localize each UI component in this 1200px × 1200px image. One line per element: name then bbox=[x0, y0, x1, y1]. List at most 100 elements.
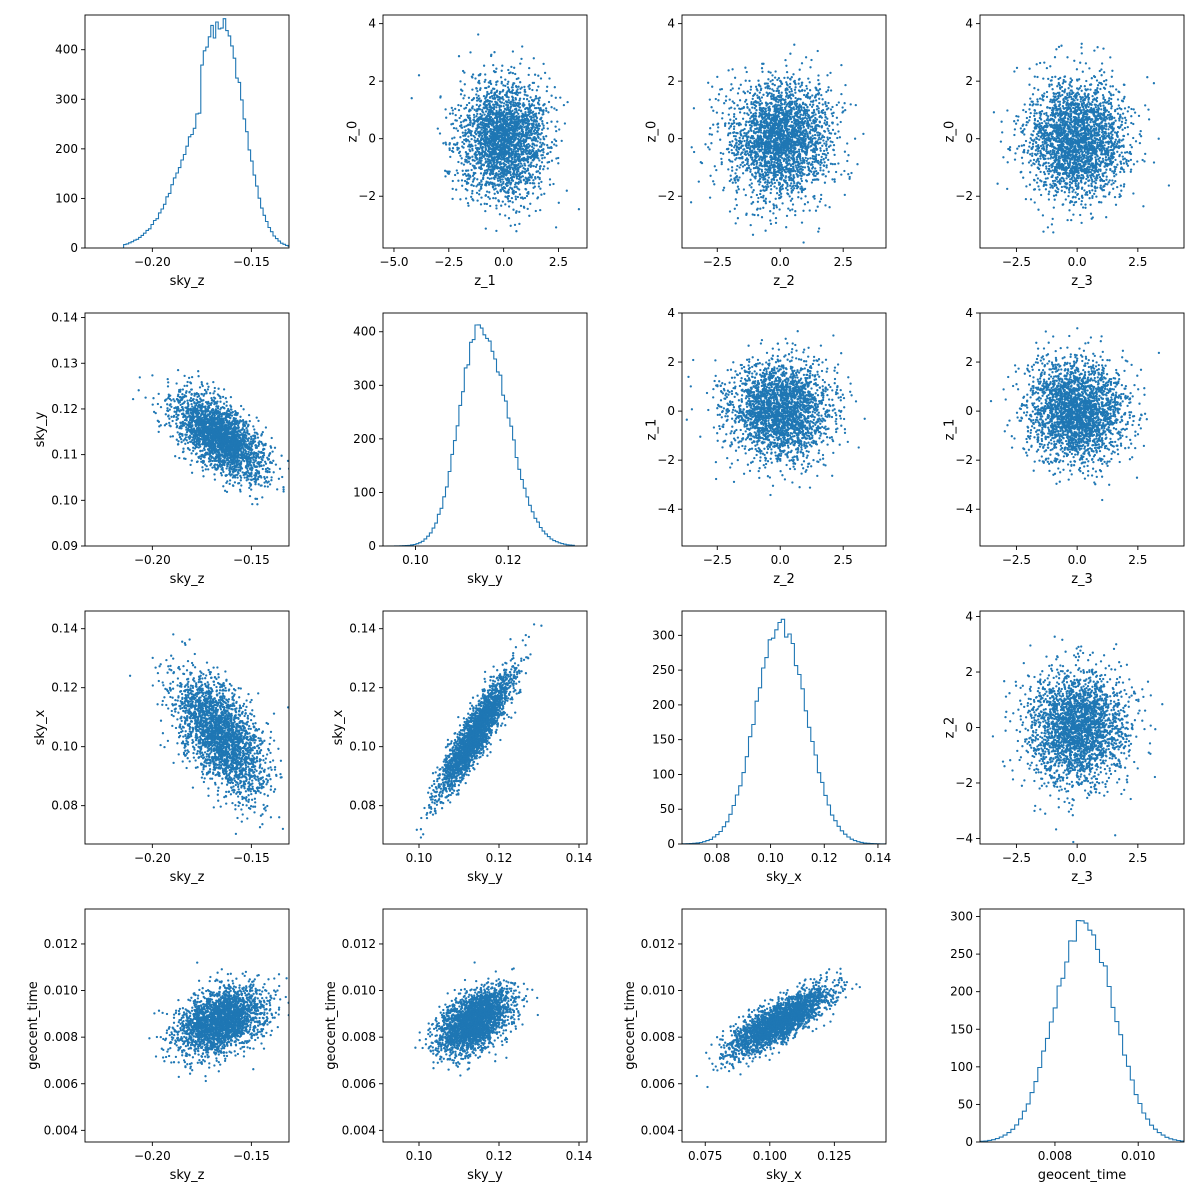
scatter-point bbox=[475, 162, 478, 165]
scatter-point bbox=[489, 128, 493, 131]
scatter-point bbox=[526, 107, 529, 110]
scatter-point bbox=[805, 117, 809, 120]
scatter-point bbox=[479, 138, 483, 142]
scatter-point bbox=[785, 64, 788, 67]
scatter-point bbox=[736, 179, 740, 182]
scatter-point bbox=[755, 109, 758, 112]
scatter-point bbox=[782, 148, 785, 151]
scatter-point bbox=[541, 120, 544, 123]
scatter-point bbox=[504, 177, 507, 180]
scatter-point bbox=[791, 208, 794, 211]
y-tick-label: 0 bbox=[368, 132, 376, 146]
scatter-point bbox=[506, 166, 510, 169]
scatter-point bbox=[556, 120, 559, 123]
scatter-point bbox=[503, 189, 506, 193]
scatter-point bbox=[730, 83, 733, 86]
scatter-point bbox=[779, 185, 783, 188]
scatter-point bbox=[802, 188, 805, 192]
scatter-point bbox=[749, 117, 752, 120]
scatter-point bbox=[499, 105, 502, 108]
scatter-point bbox=[533, 182, 536, 185]
scatter-point bbox=[496, 191, 500, 195]
scatter-point bbox=[750, 129, 753, 133]
scatter-point bbox=[463, 94, 466, 97]
scatter-point bbox=[762, 106, 765, 110]
scatter-point bbox=[484, 119, 487, 122]
scatter-point bbox=[781, 103, 784, 106]
scatter-point bbox=[499, 143, 503, 146]
scatter-point bbox=[763, 171, 767, 174]
scatter-point bbox=[484, 78, 487, 82]
scatter-point bbox=[781, 202, 784, 205]
scatter-point bbox=[789, 82, 792, 86]
scatter-point bbox=[507, 96, 510, 99]
scatter-point bbox=[464, 129, 467, 132]
scatter-point bbox=[736, 104, 739, 107]
scatter-point bbox=[811, 150, 815, 154]
scatter-point bbox=[796, 175, 799, 178]
scatter-point bbox=[503, 155, 506, 158]
scatter-point bbox=[529, 104, 533, 108]
scatter-point bbox=[515, 127, 518, 130]
scatter-point bbox=[815, 93, 818, 96]
scatter-point bbox=[817, 162, 820, 165]
scatter-point bbox=[744, 153, 748, 156]
scatter-point bbox=[802, 137, 805, 140]
scatter-point bbox=[794, 130, 798, 133]
scatter-point bbox=[518, 145, 521, 148]
scatter-point bbox=[497, 145, 500, 148]
scatter-point bbox=[732, 115, 736, 118]
scatter-point bbox=[780, 91, 783, 94]
scatter-point bbox=[815, 178, 819, 181]
scatter-point bbox=[553, 138, 556, 141]
scatter-point bbox=[480, 157, 483, 160]
scatter-point bbox=[848, 175, 851, 179]
scatter-point bbox=[501, 95, 504, 99]
scatter-point bbox=[797, 120, 800, 123]
scatter-point bbox=[805, 151, 809, 154]
scatter-point bbox=[765, 91, 768, 94]
scatter-point bbox=[490, 163, 494, 167]
plot-area bbox=[689, 43, 865, 244]
scatter-point bbox=[532, 130, 536, 133]
scatter-point bbox=[778, 96, 781, 99]
scatter-point bbox=[850, 171, 853, 175]
scatter-point bbox=[777, 183, 781, 186]
scatter-point bbox=[497, 111, 500, 114]
scatter-point bbox=[522, 115, 525, 119]
scatter-point bbox=[841, 106, 844, 109]
scatter-point bbox=[488, 118, 491, 122]
scatter-point bbox=[511, 71, 515, 75]
scatter-point bbox=[474, 77, 477, 80]
scatter-point bbox=[807, 123, 811, 126]
scatter-point bbox=[799, 159, 802, 162]
scatter-point bbox=[712, 123, 715, 126]
scatter-point bbox=[749, 126, 752, 130]
scatter-point bbox=[550, 106, 553, 109]
scatter-point bbox=[762, 206, 765, 209]
scatter-point bbox=[738, 166, 741, 169]
scatter-point bbox=[752, 160, 755, 163]
scatter-point bbox=[811, 134, 814, 137]
scatter-point bbox=[769, 222, 773, 226]
scatter-point bbox=[797, 196, 800, 199]
scatter-point bbox=[526, 124, 529, 127]
scatter-point bbox=[502, 147, 506, 151]
scatter-point bbox=[824, 204, 827, 207]
scatter-point bbox=[751, 97, 754, 101]
scatter-point bbox=[525, 98, 529, 101]
scatter-point bbox=[770, 171, 773, 174]
scatter-point bbox=[493, 92, 496, 95]
scatter-point bbox=[451, 197, 454, 201]
scatter-point bbox=[512, 118, 515, 121]
scatter-point bbox=[820, 158, 823, 162]
scatter-point bbox=[501, 200, 504, 203]
scatter-point bbox=[733, 125, 736, 128]
scatter-point bbox=[535, 97, 538, 100]
scatter-point bbox=[729, 174, 732, 177]
scatter-point bbox=[506, 86, 510, 89]
scatter-point bbox=[746, 160, 749, 163]
scatter-point bbox=[789, 93, 792, 96]
scatter-point bbox=[489, 111, 492, 115]
scatter-point bbox=[755, 124, 758, 127]
